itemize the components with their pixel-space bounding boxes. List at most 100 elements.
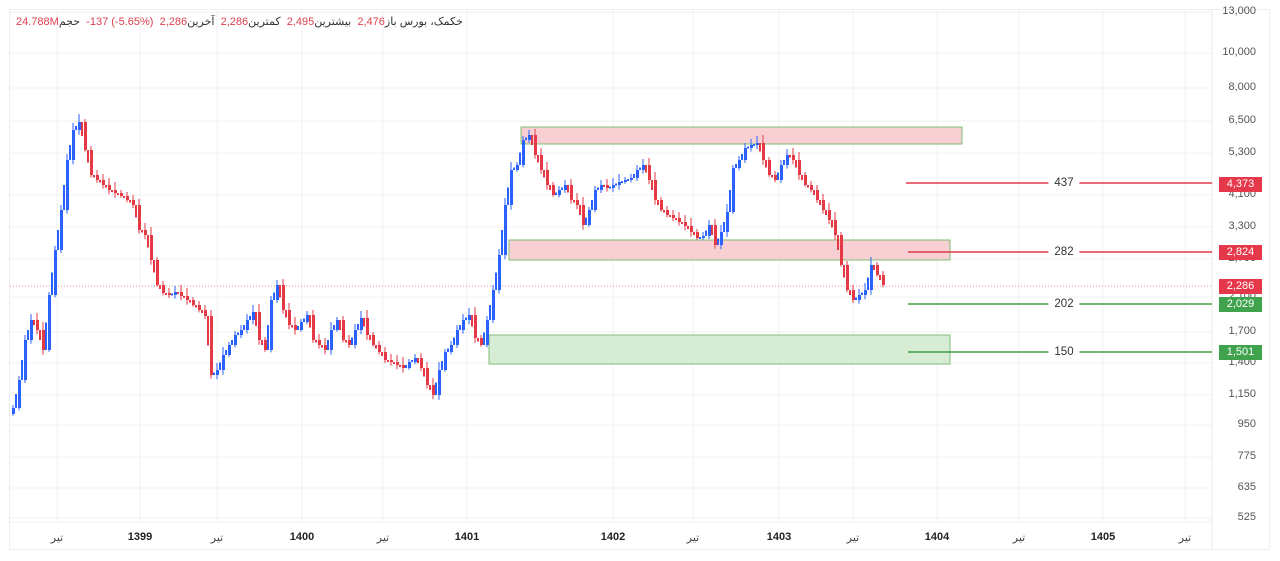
candle — [402, 365, 405, 368]
candle — [108, 185, 111, 190]
resistance-zone[interactable] — [520, 126, 963, 145]
price-axis-label: 1,700 — [1228, 325, 1256, 337]
candle — [570, 185, 573, 200]
candle — [498, 255, 501, 290]
candle — [66, 160, 69, 210]
candle — [204, 310, 207, 316]
candle — [84, 122, 87, 150]
candle — [348, 340, 351, 345]
candle — [54, 250, 57, 295]
candle — [846, 265, 849, 290]
candle — [696, 232, 699, 238]
level-line-label: 202 — [1048, 298, 1080, 310]
candle — [282, 285, 285, 310]
candle — [78, 122, 81, 130]
candle — [726, 212, 729, 232]
candle — [582, 205, 585, 225]
price-axis-label: 13,000 — [1222, 5, 1256, 17]
candle — [246, 320, 249, 330]
price-axis-label: 635 — [1237, 481, 1256, 493]
candle — [522, 140, 525, 165]
candle — [144, 230, 147, 235]
candle — [528, 135, 531, 140]
symbol-legend: خکمک، بورس باز2,476 بیشترین2,495 کمترین2… — [16, 15, 463, 28]
time-axis-label: 1401 — [454, 531, 480, 543]
candle — [366, 318, 369, 335]
candle — [168, 293, 171, 295]
candle — [762, 143, 765, 160]
candle — [534, 135, 537, 155]
support-zone[interactable] — [488, 334, 951, 365]
candle — [120, 193, 123, 196]
candle — [780, 165, 783, 180]
candle — [480, 338, 483, 345]
candle — [636, 170, 639, 178]
candle — [492, 290, 495, 320]
candle — [798, 160, 801, 175]
resistance-zone[interactable] — [508, 239, 951, 261]
candle — [648, 165, 651, 180]
candle — [822, 200, 825, 210]
candle — [228, 345, 231, 355]
candle — [864, 290, 867, 295]
candle — [198, 305, 201, 310]
volume-value: 24.788M — [16, 16, 59, 28]
candle — [690, 226, 693, 232]
close-label: آخرین — [187, 16, 215, 28]
time-axis-label: تیر — [1012, 532, 1026, 544]
candle — [774, 175, 777, 180]
candle — [876, 265, 879, 275]
candle — [642, 165, 645, 170]
candle — [318, 340, 321, 345]
candle — [510, 170, 513, 205]
candle — [618, 182, 621, 185]
close-value: 2,286 — [159, 16, 188, 28]
candlestick-series — [12, 114, 885, 416]
open-value: 2,476 — [357, 16, 385, 28]
candle — [516, 165, 519, 170]
candle — [684, 222, 687, 226]
candle — [180, 292, 183, 296]
candle — [408, 362, 411, 368]
candle — [738, 160, 741, 168]
candle — [630, 178, 633, 180]
candle — [270, 300, 273, 350]
candle — [132, 200, 135, 205]
low-label: کمترین — [248, 16, 281, 28]
candle — [240, 330, 243, 335]
candle — [588, 210, 591, 225]
candle — [48, 295, 51, 350]
level-line-label: 437 — [1048, 177, 1080, 189]
level-lines[interactable] — [906, 182, 1212, 353]
candle — [768, 160, 771, 175]
candle — [174, 292, 177, 295]
candle — [612, 185, 615, 188]
candle — [750, 145, 753, 148]
price-axis-label: 1,150 — [1228, 388, 1256, 400]
support-price-tag: 2,029 — [1219, 297, 1262, 312]
candle — [354, 330, 357, 345]
candle — [756, 143, 759, 145]
candle — [810, 185, 813, 190]
candle — [660, 200, 663, 210]
price-axis-label: 5,300 — [1228, 146, 1256, 158]
price-axis-label: 10,000 — [1222, 46, 1256, 58]
resistance-price-tag: 4,373 — [1219, 177, 1262, 192]
price-axis-label: 3,300 — [1228, 220, 1256, 232]
candle — [42, 330, 45, 350]
change-value: -137 (-5.65%) — [86, 16, 154, 28]
candle — [360, 318, 363, 330]
time-axis-label: تیر — [210, 532, 224, 544]
time-axis-label: تیر — [1178, 532, 1192, 544]
candle — [624, 180, 627, 182]
candle — [654, 180, 657, 200]
candle — [678, 218, 681, 222]
open-label: باز — [384, 16, 397, 28]
candle — [342, 320, 345, 340]
candle — [414, 358, 417, 362]
candle — [138, 205, 141, 230]
candle — [102, 180, 105, 185]
candle — [600, 185, 603, 190]
candle — [702, 236, 705, 238]
